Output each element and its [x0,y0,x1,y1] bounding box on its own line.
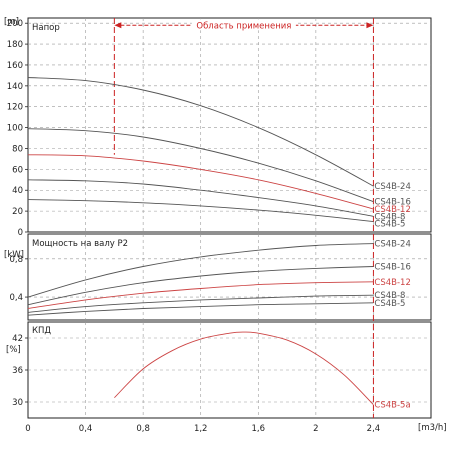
x-tick-label: 2,4 [367,424,381,434]
power-panel-frame [27,233,432,321]
x-tick-label: 0 [25,424,30,434]
head-series-label: CS4B-12 [374,205,410,215]
efficiency-y-tick-label: 30 [12,398,23,408]
range-arrow-left [114,22,122,29]
power-y-tick-label: 0,8 [9,255,23,265]
head-y-tick-label: 120 [7,103,23,113]
head-series-label: CS4B-8 [374,212,405,222]
head-y-tick-label: 160 [7,61,23,71]
range-arrow-right [366,22,374,29]
head-series-line [27,77,374,187]
head-y-tick-label: 140 [7,82,23,92]
efficiency-series-line [114,331,374,406]
power-series-label: CS4B-16 [374,262,410,272]
head-series-line [27,154,374,210]
power-series-line [27,281,374,309]
x-tick-label: 0,8 [136,424,150,434]
head-y-tick-label: 80 [12,144,23,154]
power-y-unit: [kW] [4,250,24,260]
head-y-unit: [m] [4,17,19,27]
efficiency-series-label: CS4B-5a [374,401,410,411]
efficiency-y-tick-label: 36 [12,366,23,376]
power-y-tick-label: 0,4 [9,293,23,303]
power-series-label: CS4B-12 [374,278,410,288]
head-y-tick-label: 20 [12,207,23,217]
x-tick-label: 2 [313,424,318,434]
head-y-tick-label: 200 [7,19,23,29]
series-layer [27,77,374,406]
head-series-line [27,128,374,203]
power-series-line [27,266,374,306]
head-panel-frame [27,17,432,233]
power-panel-title: Мощность на валу P2 [32,239,128,249]
head-series-label: CS4B-5 [374,219,405,229]
x-tick-label: 1,2 [194,424,208,434]
x-tick-label: 1,6 [252,424,266,434]
power-series-line [27,302,374,316]
efficiency-panel-title: КПД [32,326,51,336]
head-y-tick-label: 40 [12,186,23,196]
range-label: Область применения [196,21,291,31]
head-panel-title: Напор [32,23,60,33]
range-annotation: Область применения [113,18,374,418]
power-series-label: CS4B-5 [374,299,405,309]
efficiency-y-tick-label: 42 [12,334,23,344]
x-tick-label: 0,4 [79,424,93,434]
head-series-line [27,199,374,223]
label-layer: 0 0,4 0,8 1,2 1,6 2 2,4 0 20 40 60 80 100 120 140 160 18… [7,19,411,434]
power-series-line [27,243,374,298]
efficiency-y-unit: [%] [6,345,21,355]
x-axis-unit: [m3/h] [418,423,447,433]
head-y-tick-label: 60 [12,165,23,175]
range-label-bg [191,19,296,31]
power-series-label: CS4B-24 [374,240,410,250]
head-y-tick-label: 180 [7,40,23,50]
head-series-line [27,179,374,217]
head-series-label: CS4B-16 [374,198,410,208]
head-y-tick-label: 0 [18,228,23,238]
head-series-label: CS4B-24 [374,182,410,192]
head-y-tick-label: 100 [7,124,23,134]
power-series-line [27,294,374,313]
power-series-label: CS4B-8 [374,291,405,301]
